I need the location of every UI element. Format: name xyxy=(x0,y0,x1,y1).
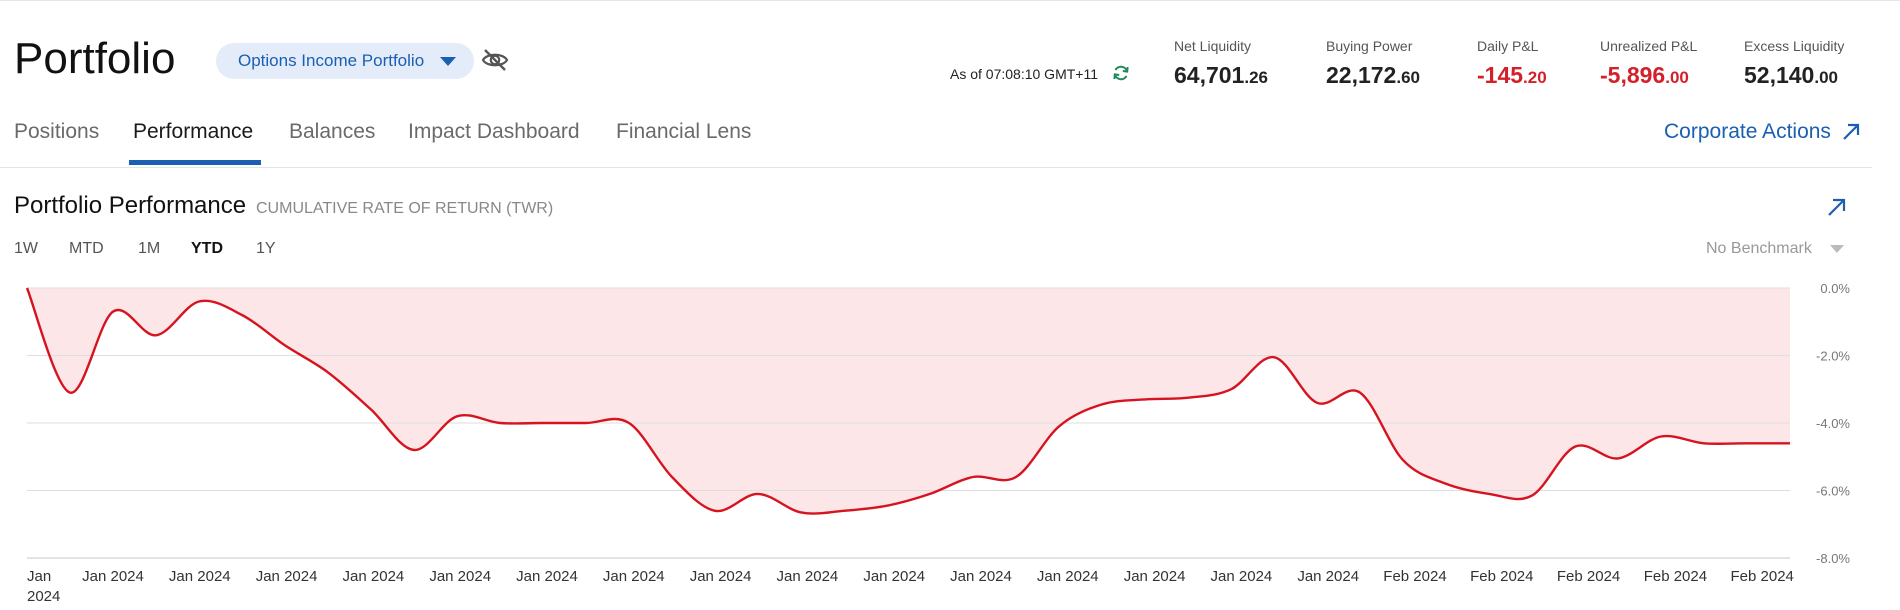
refresh-icon[interactable] xyxy=(1112,64,1130,82)
as-of-timestamp: As of 07:08:10 GMT+11 xyxy=(950,66,1098,82)
tabs-divider xyxy=(0,167,1872,168)
x-tick-label: Feb 2024 xyxy=(1383,568,1446,585)
y-tick-label: -8.0% xyxy=(1816,551,1850,566)
metric-unrealized-pnl: Unrealized P&L -5,896.00 xyxy=(1600,38,1697,89)
tab-performance[interactable]: Performance xyxy=(133,120,254,143)
tab-positions[interactable]: Positions xyxy=(14,120,100,143)
x-tick-label: Jan 2024 xyxy=(82,568,144,585)
x-tick-label: Jan 2024 xyxy=(429,568,491,585)
metric-label: Buying Power xyxy=(1326,38,1413,54)
metric-value: -5,896.00 xyxy=(1600,62,1697,89)
section-subtitle: CUMULATIVE RATE OF RETURN (TWR) xyxy=(256,200,554,217)
x-tick-label: Jan 2024 xyxy=(603,568,665,585)
range-ytd[interactable]: YTD xyxy=(191,240,223,257)
x-tick-label: Feb 2024 xyxy=(1470,568,1533,585)
x-tick-label: Jan 2024 xyxy=(777,568,839,585)
portfolio-selector-label: Options Income Portfolio xyxy=(238,51,425,70)
metric-excess-liquidity: Excess Liquidity 52,140.00 xyxy=(1744,38,1844,89)
performance-chart: 0.0% -2.0% -4.0% -6.0% -8.0% Jan 2024 Jan 2024 J… xyxy=(25,281,1850,605)
x-tick-label: Feb 2024 xyxy=(1731,568,1794,585)
x-tick-label: Jan 2024 xyxy=(516,568,578,585)
y-tick-label: -2.0% xyxy=(1816,349,1850,364)
benchmark-label: No Benchmark xyxy=(1706,240,1812,257)
metric-value-main: -5,896 xyxy=(1600,62,1666,88)
active-tab-indicator xyxy=(129,160,261,165)
corporate-actions-link[interactable]: Corporate Actions xyxy=(1664,120,1861,144)
y-tick-label: -6.0% xyxy=(1816,484,1850,499)
external-link-arrow-icon xyxy=(1843,123,1860,140)
page-title: Portfolio xyxy=(14,34,176,83)
range-1y[interactable]: 1Y xyxy=(256,240,276,257)
expand-arrow-icon[interactable] xyxy=(1826,196,1848,218)
benchmark-selector[interactable]: No Benchmark xyxy=(1706,240,1844,258)
tab-financial-lens[interactable]: Financial Lens xyxy=(616,120,752,143)
portfolio-selector[interactable]: Options Income Portfolio xyxy=(216,43,474,79)
metric-value-main: 64,701 xyxy=(1174,62,1245,88)
metric-value-main: -145 xyxy=(1477,62,1524,88)
x-tick-label: Jan 2024 xyxy=(690,568,752,585)
x-tick-label: Jan 2024 xyxy=(169,568,231,585)
metric-value: -145.20 xyxy=(1477,62,1547,89)
tab-impact-dashboard[interactable]: Impact Dashboard xyxy=(408,120,580,143)
caret-down-icon xyxy=(440,56,457,66)
metric-value: 64,701.26 xyxy=(1174,62,1268,89)
metric-value: 22,172.60 xyxy=(1326,62,1420,89)
metric-value-main: 52,140 xyxy=(1744,62,1815,88)
x-tick-label: Jan 2024 xyxy=(1211,568,1273,585)
x-tick-label: Jan 2024 xyxy=(1037,568,1099,585)
caret-down-icon xyxy=(1829,245,1844,253)
metric-value-cents: .20 xyxy=(1523,68,1547,87)
metric-label: Net Liquidity xyxy=(1174,38,1252,54)
x-tick-label: Jan 2024 xyxy=(863,568,925,585)
metric-label: Daily P&L xyxy=(1477,38,1539,54)
eye-off-icon[interactable] xyxy=(480,46,510,74)
tab-balances[interactable]: Balances xyxy=(289,120,376,143)
x-tick-label: Jan 2024 xyxy=(1297,568,1359,585)
x-tick-label: Jan 2024 xyxy=(950,568,1012,585)
x-tick-label: Jan 2024 xyxy=(256,568,318,585)
range-mtd[interactable]: MTD xyxy=(69,240,104,257)
metric-value-cents: .26 xyxy=(1244,68,1268,87)
section-title: Portfolio Performance xyxy=(14,192,247,219)
range-1w[interactable]: 1W xyxy=(14,240,38,257)
metric-value-main: 22,172 xyxy=(1326,62,1397,88)
metric-daily-pnl: Daily P&L -145.20 xyxy=(1477,38,1547,89)
metric-value-cents: .00 xyxy=(1814,68,1838,87)
y-tick-label: 0.0% xyxy=(1820,281,1850,296)
metric-value-cents: .00 xyxy=(1665,68,1689,87)
metric-label: Excess Liquidity xyxy=(1744,38,1845,54)
metric-value: 52,140.00 xyxy=(1744,62,1844,89)
y-tick-label: -4.0% xyxy=(1816,416,1850,431)
top-divider xyxy=(0,0,1900,1)
x-tick-label: Feb 2024 xyxy=(1557,568,1620,585)
series-line xyxy=(25,287,1790,515)
corporate-actions-label: Corporate Actions xyxy=(1664,120,1831,143)
x-tick-label: Jan 2024 xyxy=(1124,568,1186,585)
x-tick-label: Feb 2024 xyxy=(1644,568,1707,585)
metric-label: Unrealized P&L xyxy=(1600,38,1698,54)
x-tick-label: Jan 2024 xyxy=(343,568,405,585)
metric-net-liquidity: Net Liquidity 64,701.26 xyxy=(1174,38,1268,89)
metric-value-cents: .60 xyxy=(1396,68,1420,87)
series-area-fill xyxy=(27,288,1790,514)
x-tick-label: Jan 2024 xyxy=(27,568,60,605)
metric-buying-power: Buying Power 22,172.60 xyxy=(1326,38,1420,89)
range-1m[interactable]: 1M xyxy=(138,240,161,257)
